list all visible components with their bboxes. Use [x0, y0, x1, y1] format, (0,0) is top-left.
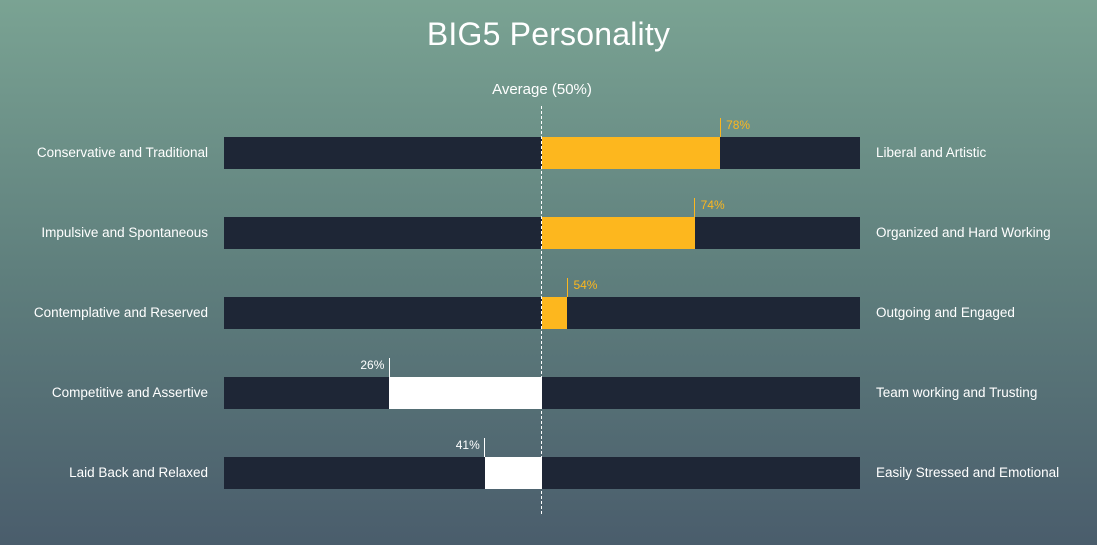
average-label: Average (50%): [492, 81, 592, 98]
trait-right-label: Liberal and Artistic: [876, 145, 987, 160]
trait-row: Conservative and Traditional Liberal and …: [0, 118, 1097, 169]
bar-fill: [484, 457, 542, 489]
trait-right-label: Outgoing and Engaged: [876, 305, 1015, 320]
trait-left-label: Contemplative and Reserved: [33, 305, 208, 320]
trait-row: Impulsive and Spontaneous Organized and H…: [0, 198, 1097, 249]
trait-left-label: Competitive and Assertive: [51, 385, 208, 400]
average-line: [541, 106, 542, 514]
trait-left-label: Impulsive and Spontaneous: [41, 225, 208, 240]
trait-left-label: Laid Back and Relaxed: [69, 465, 208, 480]
value-tick: [388, 358, 390, 377]
value-tick: [694, 198, 696, 217]
trait-row: Contemplative and Reserved Outgoing and E…: [0, 278, 1097, 329]
trait-row: Competitive and Assertive Team working an…: [0, 358, 1097, 409]
bar-fill: [389, 377, 542, 409]
value-tick: [566, 278, 568, 297]
bar-track: 41%: [224, 438, 860, 489]
trait-right-label: Easily Stressed and Emotional: [876, 465, 1060, 480]
trait-left-label: Conservative and Traditional: [36, 145, 208, 160]
trait-row: Laid Back and Relaxed Easily Stressed and…: [0, 438, 1097, 489]
value-tick: [719, 118, 721, 137]
bar-track: 78%: [224, 118, 860, 169]
bar-fill: [542, 217, 695, 249]
bar-track: 54%: [224, 278, 860, 329]
value-tick: [484, 438, 486, 457]
chart-title: BIG5 Personality: [426, 16, 671, 52]
bar-track: 26%: [224, 358, 860, 409]
bar-track: 74%: [224, 198, 860, 249]
value-label: 26%: [360, 358, 385, 372]
value-label: 54%: [573, 278, 598, 292]
trait-right-label: Team working and Trusting: [876, 385, 1038, 400]
value-label: 41%: [455, 438, 480, 452]
trait-right-label: Organized and Hard Working: [876, 225, 1051, 240]
bar-fill: [542, 137, 721, 169]
value-label: 74%: [700, 198, 725, 212]
bar-fill: [542, 297, 568, 329]
value-label: 78%: [726, 118, 751, 132]
